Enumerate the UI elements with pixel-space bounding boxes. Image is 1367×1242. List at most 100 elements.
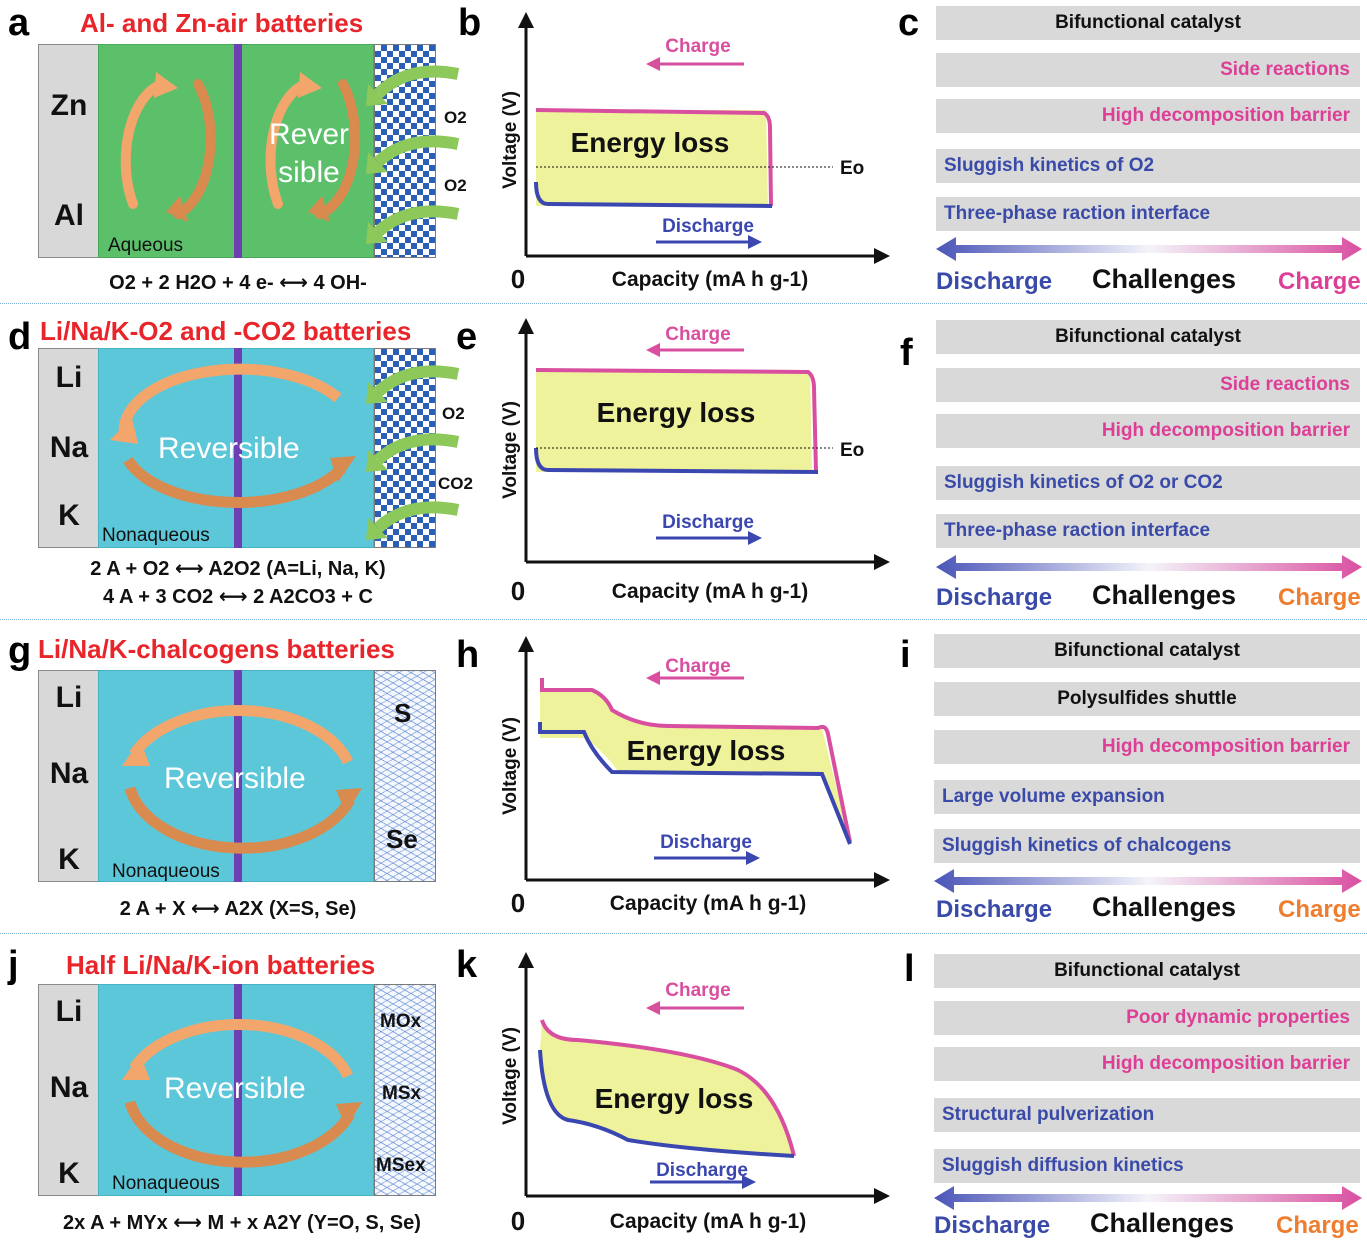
axis-discharge-label: Discharge bbox=[936, 268, 1053, 295]
separator-membrane bbox=[234, 348, 242, 548]
discharge-label: Discharge bbox=[662, 216, 754, 237]
charge-label: Charge bbox=[665, 656, 730, 677]
cathode-label-se: Se bbox=[386, 824, 418, 854]
challenge-bar: Side reactions bbox=[936, 53, 1360, 87]
challenge-bar: Three-phase raction interface bbox=[936, 514, 1360, 548]
gas-label-o2-top: O2 bbox=[442, 108, 469, 127]
anode-label-li: Li bbox=[55, 995, 83, 1028]
anode-label-li: Li bbox=[55, 361, 83, 394]
challenge-bar: Bifunctional catalyst bbox=[934, 634, 1360, 668]
challenges-list-l: Bifunctional catalyst Poor dynamic prope… bbox=[934, 954, 1362, 1242]
charge-label: Charge bbox=[665, 324, 730, 345]
cathode-label-mox: MOx bbox=[380, 1011, 422, 1032]
separator-membrane bbox=[234, 44, 242, 258]
challenge-bar: Sluggish kinetics of chalcogens bbox=[934, 829, 1360, 863]
anode-label-li: Li bbox=[55, 681, 83, 714]
anode-label-k: K bbox=[58, 499, 80, 532]
reversible-label: Rever sible bbox=[264, 116, 354, 191]
equilibrium-label: Eo bbox=[840, 440, 864, 461]
challenge-bar: High decomposition barrier bbox=[936, 99, 1360, 133]
reaction-arrows bbox=[110, 363, 356, 508]
challenge-bar: Polysulfides shuttle bbox=[934, 682, 1360, 716]
axis-discharge-label: Discharge bbox=[936, 584, 1053, 611]
row-divider bbox=[0, 303, 1367, 304]
panel-letter-c: c bbox=[898, 2, 920, 44]
challenge-bar: Bifunctional catalyst bbox=[936, 320, 1360, 354]
challenge-bar: Bifunctional catalyst bbox=[936, 6, 1360, 40]
cell-diagram-g: Li Na K Reversible Nonaqueous S Se bbox=[38, 670, 436, 884]
anode-block: Li Na K bbox=[38, 348, 100, 548]
electrolyte-label: Nonaqueous bbox=[112, 1173, 220, 1194]
reaction-arrows bbox=[120, 72, 361, 222]
energy-loss-area bbox=[536, 110, 768, 206]
anode-block: Li Na K bbox=[38, 984, 100, 1196]
gas-label-o2: O2 bbox=[440, 404, 467, 423]
row-title-metal-o2-co2: Li/Na/K-O2 and -CO2 batteries bbox=[40, 316, 412, 346]
electrolyte-label: Nonaqueous bbox=[102, 525, 210, 546]
gas-flow-arrows bbox=[366, 65, 460, 244]
row-title-half-ion: Half Li/Na/K-ion batteries bbox=[66, 950, 376, 980]
axis-discharge-label: Discharge bbox=[934, 1212, 1051, 1239]
conversion-cathode bbox=[374, 984, 436, 1196]
axis-charge-label: Charge bbox=[1278, 584, 1361, 611]
challenge-bar: Sluggish diffusion kinetics bbox=[934, 1149, 1360, 1183]
y-axis-label: Voltage (V) bbox=[500, 91, 521, 189]
origin-label: 0 bbox=[511, 576, 525, 606]
gas-label-o2-bottom: O2 bbox=[442, 176, 469, 195]
axis-charge-label: Charge bbox=[1276, 1212, 1359, 1239]
challenge-bar: Large volume expansion bbox=[934, 780, 1360, 814]
origin-label: 0 bbox=[511, 888, 525, 918]
reversible-line-2: sible bbox=[278, 155, 340, 189]
anode-label-na: Na bbox=[49, 1071, 89, 1104]
row-title-chalcogens: Li/Na/K-chalcogens batteries bbox=[38, 634, 395, 664]
voltage-profile-chart-h: Charge Discharge Energy loss Voltage (V)… bbox=[500, 636, 890, 918]
voltage-profile-chart-k: Charge Discharge Energy loss Voltage (V)… bbox=[500, 952, 890, 1236]
y-axis-label: Voltage (V) bbox=[500, 1027, 521, 1125]
discharge-curve bbox=[534, 447, 819, 474]
electrolyte-label: Nonaqueous bbox=[112, 861, 220, 882]
reaction-equation: 2x A + MYx ⟷ M + x A2Y (Y=O, S, Se) bbox=[63, 1212, 421, 1234]
voltage-profile-chart-e: Charge Discharge Energy loss Eo Voltage … bbox=[500, 318, 890, 606]
charge-curve bbox=[535, 368, 818, 473]
reversible-label: Reversible bbox=[164, 762, 306, 795]
axis-charge-label: Charge bbox=[1278, 896, 1361, 923]
energy-loss-label: Energy loss bbox=[595, 1083, 754, 1114]
energy-loss-area bbox=[536, 370, 812, 472]
reaction-equation: 2 A + X ⟷ A2X (X=S, Se) bbox=[119, 898, 357, 920]
x-axis-label: Capacity (mA h g-1) bbox=[610, 892, 806, 915]
anode-label-na: Na bbox=[49, 431, 89, 464]
challenge-bar: High decomposition barrier bbox=[934, 1047, 1360, 1081]
reaction-equation: O2 + 2 H2O + 4 e- ⟷ 4 OH- bbox=[109, 272, 367, 294]
chalcogen-cathode bbox=[374, 670, 436, 882]
cathode-label-msx: MSx bbox=[382, 1083, 422, 1104]
anode-label-na: Na bbox=[49, 757, 89, 790]
cathode-label-s: S bbox=[394, 698, 412, 728]
energy-loss-area bbox=[540, 688, 850, 844]
challenge-bar: High decomposition barrier bbox=[934, 730, 1360, 764]
panel-letter-g: g bbox=[8, 630, 32, 672]
energy-loss-label: Energy loss bbox=[597, 397, 756, 428]
panel-letter-i: i bbox=[900, 634, 911, 676]
charge-curve bbox=[540, 678, 852, 843]
challenge-gradient-arrow bbox=[936, 555, 1362, 579]
row-title-air-batteries: Al- and Zn-air batteries bbox=[80, 8, 364, 38]
row-divider bbox=[0, 619, 1367, 620]
reaction-equation-co2: 4 A + 3 CO2 ⟷ 2 A2CO3 + C bbox=[103, 586, 373, 608]
challenge-bar: Sluggish kinetics of O2 bbox=[936, 149, 1360, 183]
discharge-curve bbox=[538, 1049, 795, 1158]
separator-membrane bbox=[234, 984, 242, 1196]
charge-curve bbox=[535, 108, 773, 207]
discharge-curve bbox=[538, 722, 852, 845]
challenge-bar: Sluggish kinetics of O2 or CO2 bbox=[936, 466, 1360, 500]
cell-diagram-d: Li Na K Reversible Nonaqueous O2 CO2 bbox=[38, 348, 475, 550]
axis-challenges-label: Challenges bbox=[1092, 580, 1237, 610]
anode-block: Zn Al bbox=[38, 44, 100, 258]
y-axis-label: Voltage (V) bbox=[500, 717, 521, 815]
axis-challenges-label: Challenges bbox=[1092, 264, 1237, 294]
panel-letter-h: h bbox=[456, 634, 480, 676]
voltage-profile-chart-b: Charge Discharge Energy loss Eo Voltage … bbox=[500, 12, 890, 294]
challenge-bar: Three-phase raction interface bbox=[936, 197, 1360, 231]
reaction-equation-o2: 2 A + O2 ⟷ A2O2 (A=Li, Na, K) bbox=[90, 558, 386, 580]
reversible-label: Reversible bbox=[158, 432, 300, 465]
cathode-label-msex: MSex bbox=[376, 1155, 426, 1176]
